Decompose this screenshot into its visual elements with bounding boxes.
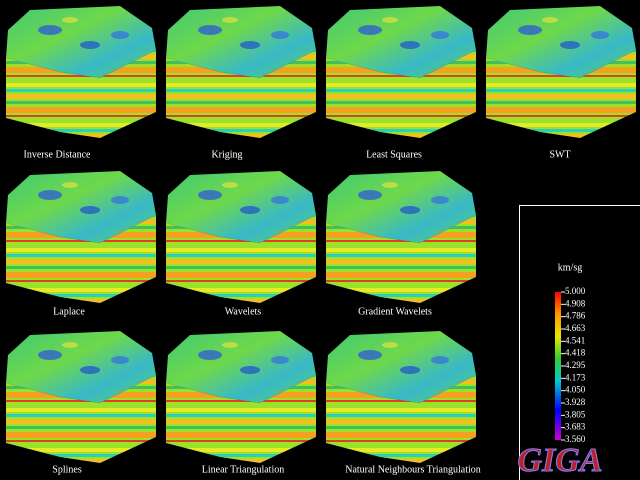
volume-render: [166, 6, 316, 138]
volume-anomaly: [382, 342, 398, 348]
volume-top: [166, 171, 316, 243]
volume-anomaly: [240, 206, 260, 214]
volume-side: [486, 50, 636, 138]
tick-label: 4.295: [565, 360, 586, 370]
volume-anomaly: [111, 356, 129, 364]
logo: GIGA: [517, 442, 602, 479]
volume-anomaly: [80, 366, 100, 374]
volume-anomaly: [38, 350, 62, 360]
volume-anomaly: [38, 190, 62, 200]
volume-side: [6, 50, 156, 138]
volume-anomaly: [358, 350, 382, 360]
volume-anomaly: [400, 366, 420, 374]
tick-label: 4.050: [565, 385, 586, 395]
tick-label: 3.805: [565, 409, 586, 419]
volume-anomaly: [111, 31, 129, 39]
volume-anomaly: [382, 17, 398, 23]
volume-anomaly: [518, 25, 542, 35]
volume-anomaly: [400, 41, 420, 49]
tick-label: 4.908: [565, 298, 586, 308]
volume-anomaly: [222, 17, 238, 23]
volume-anomaly: [111, 196, 129, 204]
panel-label: Kriging: [211, 149, 242, 160]
tick-label: 4.786: [565, 311, 586, 321]
volume-anomaly: [198, 350, 222, 360]
volume-top: [6, 331, 156, 403]
tick-label: 4.173: [565, 372, 586, 382]
panel-label: Wavelets: [225, 306, 262, 317]
legend-unit: km/sg: [558, 262, 582, 273]
volume-anomaly: [560, 41, 580, 49]
volume-anomaly: [38, 25, 62, 35]
tick-label: 4.541: [565, 335, 585, 345]
volume-anomaly: [80, 41, 100, 49]
volume-anomaly: [62, 182, 78, 188]
volume-anomaly: [198, 190, 222, 200]
volume-side: [6, 215, 156, 303]
legend-ticks: 5.000 4.908 4.786 4.663 4.541 4.418 4.295 4.173…: [561, 286, 586, 444]
volume-anomaly: [62, 342, 78, 348]
volume-top: [166, 6, 316, 78]
volume-top: [486, 6, 636, 78]
volume-anomaly: [271, 356, 289, 364]
volume-side: [166, 50, 316, 138]
volume-anomaly: [591, 31, 609, 39]
panel-label: Laplace: [53, 306, 85, 317]
volume-anomaly: [198, 25, 222, 35]
panel-label: Linear Triangulation: [202, 464, 285, 475]
volume-top: [166, 331, 316, 403]
volume-anomaly: [400, 206, 420, 214]
volume-side: [166, 375, 316, 463]
volume-render: [486, 6, 636, 138]
volume-anomaly: [222, 182, 238, 188]
volume-side: [326, 215, 476, 303]
panel-label: Natural Neighbours Triangulation: [345, 464, 481, 475]
volume-side: [6, 375, 156, 463]
volume-anomaly: [431, 196, 449, 204]
volume-top: [326, 6, 476, 78]
volume-side: [166, 215, 316, 303]
tick-label: 3.560: [565, 434, 586, 444]
volume-side: [326, 375, 476, 463]
volume-render: [6, 331, 156, 463]
volume-top: [326, 171, 476, 243]
volume-top: [6, 171, 156, 243]
volume-anomaly: [431, 356, 449, 364]
volume-anomaly: [80, 206, 100, 214]
volume-anomaly: [271, 31, 289, 39]
volume-anomaly: [240, 41, 260, 49]
volume-render: [6, 171, 156, 303]
volume-anomaly: [358, 25, 382, 35]
volume-anomaly: [431, 31, 449, 39]
volume-anomaly: [382, 182, 398, 188]
volume-anomaly: [271, 196, 289, 204]
volume-render: [6, 6, 156, 138]
volume-anomaly: [542, 17, 558, 23]
panel-label: Splines: [52, 464, 82, 475]
tick-label: 4.418: [565, 348, 586, 358]
panel-label: Least Squares: [366, 149, 422, 160]
volume-render: [326, 6, 476, 138]
volume-render: [166, 331, 316, 463]
volume-anomaly: [62, 17, 78, 23]
tick-label: 4.663: [565, 323, 586, 333]
tick-label: 5.000: [565, 286, 586, 296]
volume-top: [6, 6, 156, 78]
volume-side: [326, 50, 476, 138]
volume-anomaly: [222, 342, 238, 348]
volume-render: [326, 331, 476, 463]
volume-anomaly: [240, 366, 260, 374]
volume-top: [326, 331, 476, 403]
color-bar: [555, 292, 561, 440]
panels: Inverse Distance Kriging Least Squares SWT L…: [6, 6, 636, 475]
panel-label: Gradient Wavelets: [358, 306, 432, 317]
volume-render: [166, 171, 316, 303]
volume-render: [326, 171, 476, 303]
panel-label: Inverse Distance: [24, 149, 91, 160]
tick-label: 3.683: [565, 422, 586, 432]
volume-anomaly: [358, 190, 382, 200]
tick-label: 3.928: [565, 397, 586, 407]
panel-label: SWT: [549, 149, 570, 160]
